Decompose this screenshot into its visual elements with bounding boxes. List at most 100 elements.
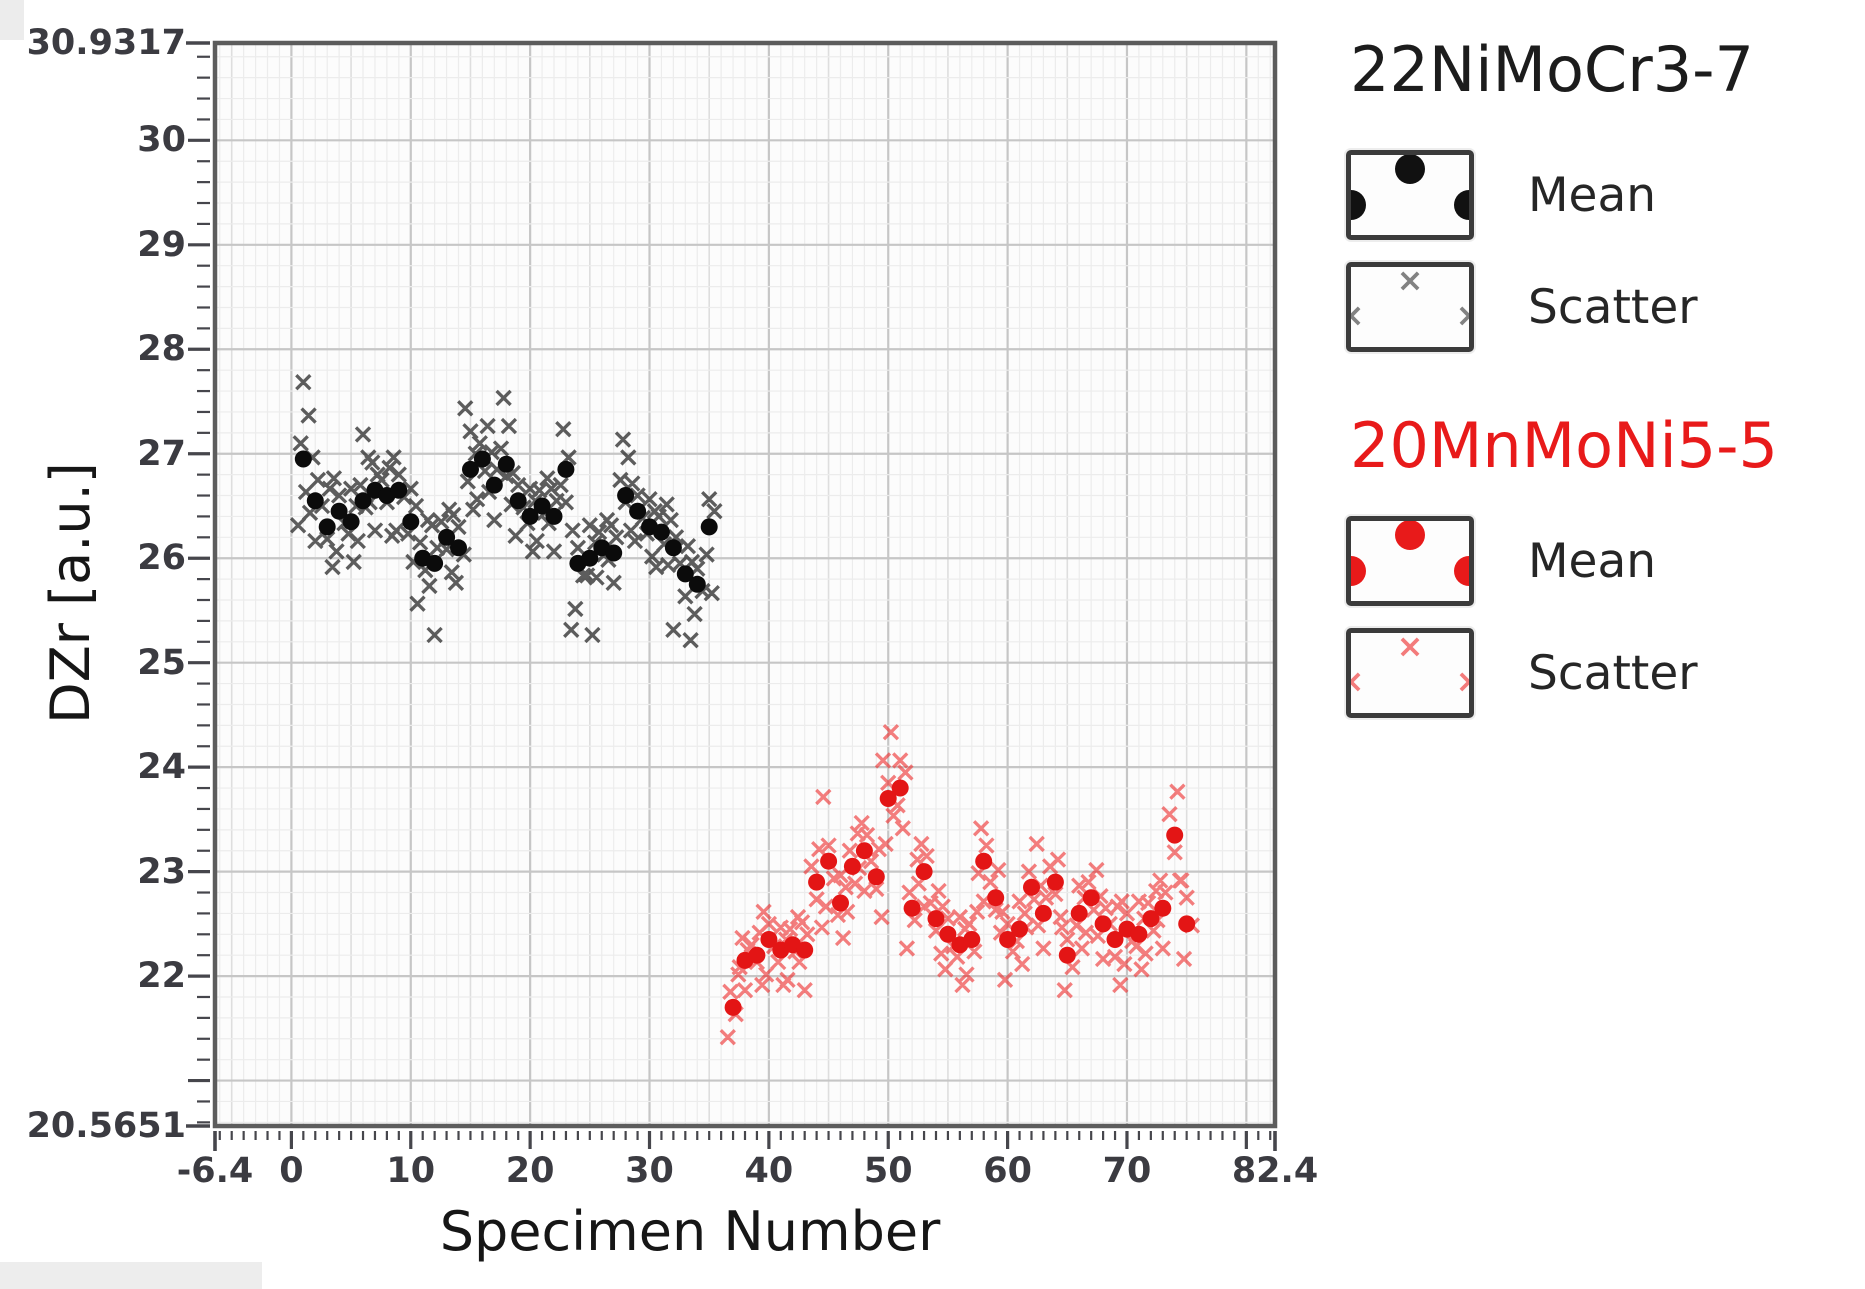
legend-scatter-swatch[interactable]: × × × <box>1346 628 1474 718</box>
mean-dot <box>796 941 814 959</box>
mean-dot <box>342 513 360 531</box>
legend-entry-label: Scatter <box>1528 645 1698 701</box>
legend-group-22nimocr3-7: 22NiMoCr3-7 Mean × × × Scatter <box>1346 35 1856 396</box>
scatter-x-icon: × <box>1396 628 1424 665</box>
mean-dot <box>617 487 635 504</box>
mean-dot <box>473 450 491 468</box>
mean-dot <box>820 852 838 870</box>
mean-dot <box>879 790 897 807</box>
mean-dot <box>294 450 312 468</box>
y-tick-label: 20.5651 <box>26 1106 186 1146</box>
mean-dot <box>891 779 909 797</box>
y-tick-label: 23 <box>137 851 186 892</box>
x-tick-label: 70 <box>1102 1151 1152 1191</box>
mean-dot <box>545 507 563 525</box>
mean-dot <box>1178 915 1196 933</box>
mean-dot <box>832 894 849 912</box>
y-tick-label: 28 <box>137 329 186 370</box>
y-tick-label: 29 <box>137 224 186 265</box>
mean-dot <box>688 575 706 593</box>
mean-dot <box>963 931 981 948</box>
scatter-x-icon: × <box>1351 299 1364 331</box>
mean-dot <box>581 549 599 567</box>
screen-artifact-bottom-left <box>0 1262 262 1289</box>
series-20MnMoNi5-5-points <box>719 724 1201 1046</box>
scatter-x-icon: × <box>1456 299 1469 331</box>
scatter-x-icon: × <box>1396 262 1424 299</box>
mean-dot <box>1166 826 1184 844</box>
mean-dot <box>533 497 551 515</box>
mean-dot <box>402 513 420 531</box>
mean-dot <box>497 455 515 473</box>
x-tick-label: 30 <box>625 1151 674 1191</box>
mean-dot <box>760 931 778 948</box>
legend-row-scatter: × × × Scatter <box>1346 262 1698 352</box>
mean-dot <box>521 507 539 525</box>
mean-dot <box>509 492 527 510</box>
legend-entry-label: Mean <box>1528 167 1657 223</box>
y-axis-title: DZr [a.u.] <box>39 462 102 724</box>
mean-dot <box>1034 904 1052 922</box>
mean-dot <box>1011 920 1028 938</box>
mean-dot <box>1070 904 1088 922</box>
legend-mean-swatch[interactable] <box>1346 150 1474 240</box>
mean-dot <box>903 899 921 917</box>
legend-entry-label: Scatter <box>1528 279 1698 335</box>
mean-dot <box>1094 915 1112 933</box>
mean-dot <box>1082 889 1100 907</box>
mean-dot <box>426 554 444 572</box>
legend-row-mean: Mean <box>1346 150 1656 240</box>
mean-dot <box>629 502 647 520</box>
mean-dot <box>748 946 766 964</box>
y-tick-label: 22 <box>137 956 186 997</box>
x-tick-label: -6.4 <box>176 1151 254 1191</box>
mean-dot <box>390 481 408 499</box>
legend-entry-label: Mean <box>1528 533 1657 589</box>
scatter-x-icon: × <box>1456 665 1469 697</box>
mean-dot <box>867 868 885 886</box>
mean-dot <box>1046 873 1064 891</box>
mean-dot <box>652 523 670 541</box>
axis-ticks <box>186 41 1277 1151</box>
mean-dot <box>700 518 718 536</box>
mean-dot <box>676 565 694 583</box>
legend-row-scatter: × × × Scatter <box>1346 628 1698 718</box>
mean-dot-icon <box>1351 555 1366 586</box>
series-22NiMoCr3-7-points <box>289 374 723 649</box>
mean-dot <box>915 863 933 881</box>
mean-dot <box>855 842 873 860</box>
mean-dot <box>939 925 957 943</box>
mean-dot-icon <box>1395 521 1425 551</box>
mean-dot <box>987 889 1005 907</box>
x-tick-label: 10 <box>386 1151 436 1191</box>
mean-dot <box>724 998 742 1016</box>
mean-dot-icon <box>1351 189 1366 220</box>
legend-mean-swatch[interactable] <box>1346 516 1474 606</box>
mean-dot <box>605 544 623 562</box>
x-tick-label: 40 <box>744 1151 794 1191</box>
legend-row-mean: Mean <box>1346 516 1656 606</box>
legend-scatter-swatch[interactable]: × × × <box>1346 262 1474 352</box>
mean-dot <box>485 476 503 494</box>
mean-dot <box>1142 910 1160 928</box>
mean-dot <box>1106 931 1124 948</box>
mean-dot <box>462 460 479 478</box>
mean-dot <box>330 502 348 520</box>
mean-dot-icon <box>1454 189 1469 220</box>
mean-dot <box>1058 946 1076 964</box>
mean-dot <box>557 460 575 478</box>
mean-dot <box>1130 925 1148 943</box>
legend-group-20mnmoni5-5: 20MnMoNi5-5 Mean × × × Scatter <box>1346 411 1856 772</box>
y-tick-label: 30 <box>137 120 186 161</box>
mean-dot <box>843 857 861 875</box>
y-tick-label: 30.9317 <box>26 23 186 63</box>
x-tick-label: 20 <box>505 1151 555 1191</box>
x-axis-title: Specimen Number <box>439 1200 941 1263</box>
screen-artifact-top-left <box>0 0 24 40</box>
x-tick-label: 82.4 <box>1231 1151 1319 1191</box>
x-tick-label: 50 <box>863 1151 913 1191</box>
mean-dot <box>808 873 826 891</box>
scatter-x-icon: × <box>1351 665 1364 697</box>
y-tick-label: 25 <box>137 642 186 683</box>
